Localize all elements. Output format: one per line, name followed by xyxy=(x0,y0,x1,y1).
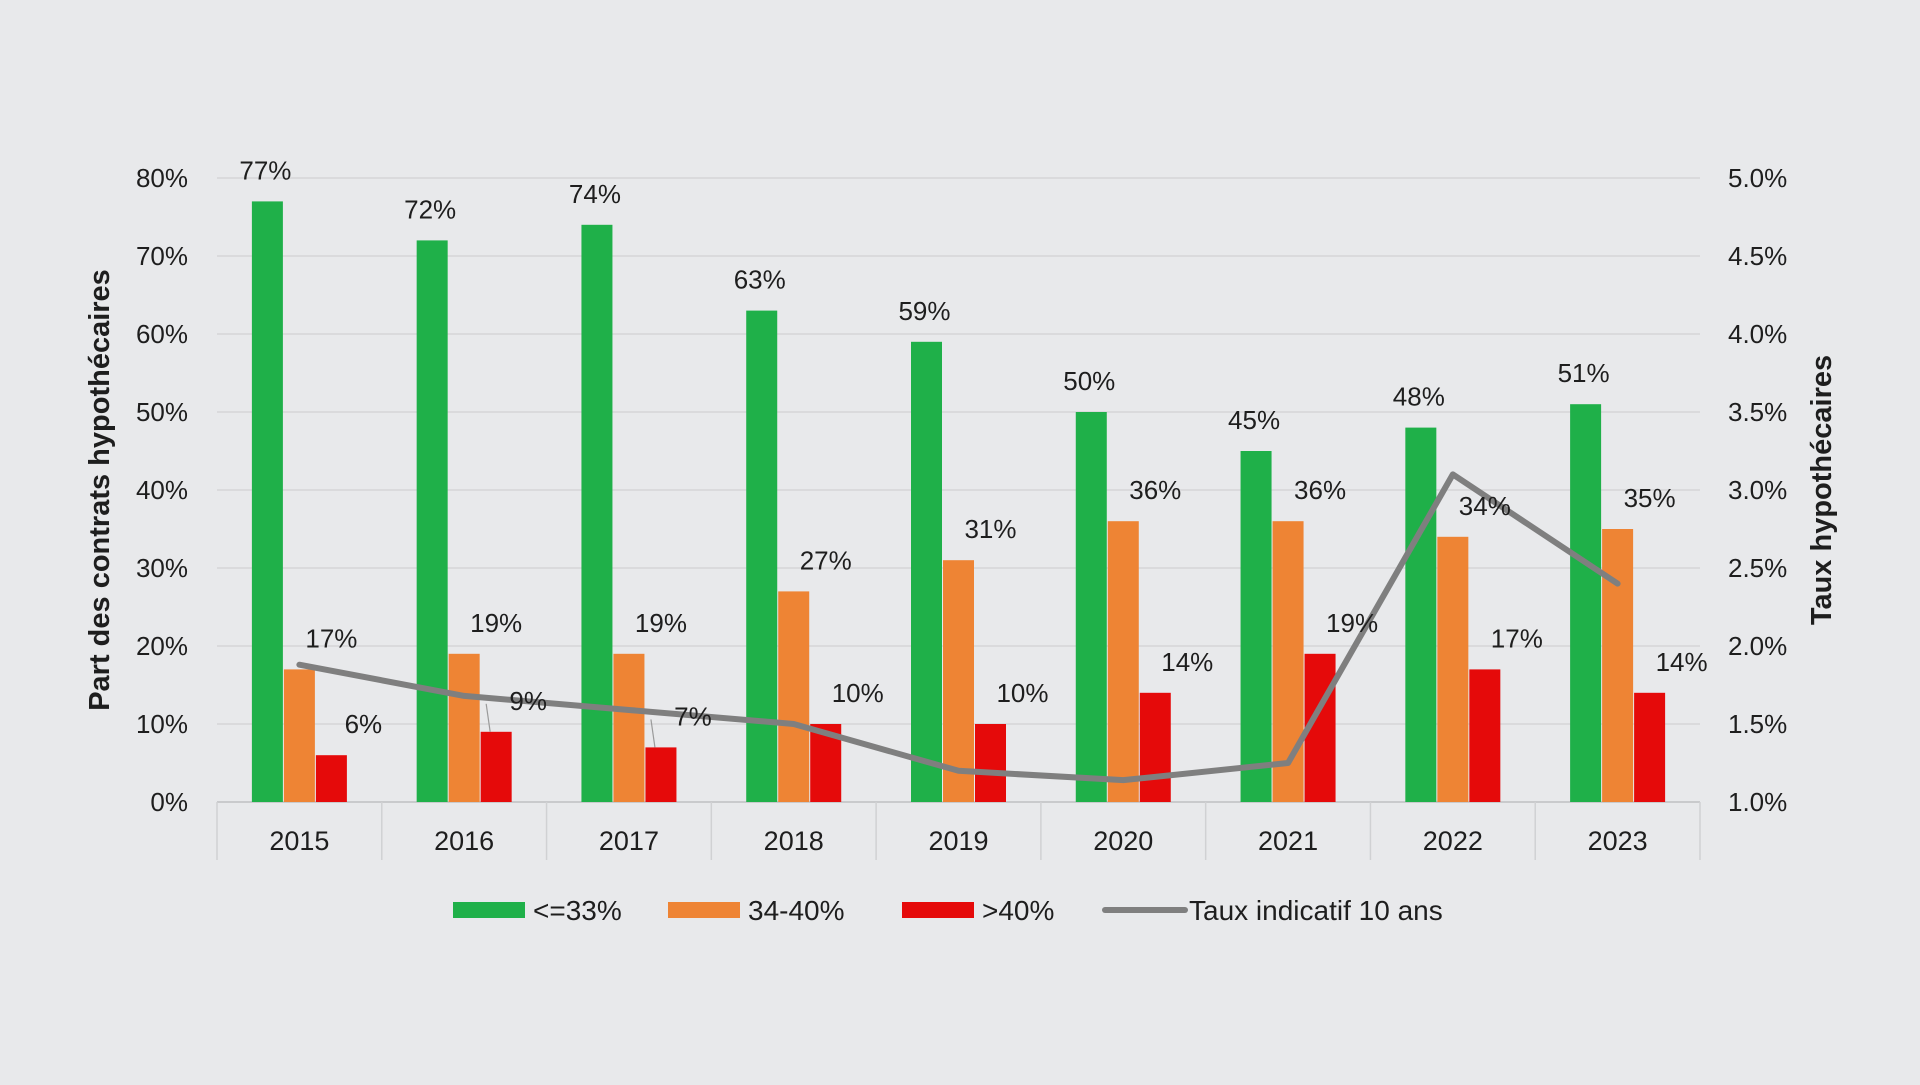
legend-swatch xyxy=(453,902,525,918)
x-tick-label: 2015 xyxy=(269,826,329,856)
bar xyxy=(448,653,480,802)
y-tick-label: 50% xyxy=(136,397,188,427)
data-label: 19% xyxy=(1326,608,1378,638)
data-label: 72% xyxy=(404,194,456,224)
x-tick-label: 2016 xyxy=(434,826,494,856)
legend-label: >40% xyxy=(982,895,1054,926)
data-label: 59% xyxy=(898,296,950,326)
y2-tick-label: 2.0% xyxy=(1728,631,1787,661)
data-label: 34% xyxy=(1459,491,1511,521)
bar xyxy=(315,755,347,802)
x-tick-label: 2021 xyxy=(1258,826,1318,856)
data-label: 35% xyxy=(1624,483,1676,513)
data-labels: 77% 72% 74% 63% 59% 50% 45% 48% 51% 17% 19% 19% 27% 3… xyxy=(239,155,1708,748)
y2-tick-label: 1.5% xyxy=(1728,709,1787,739)
y2-tick-label: 4.0% xyxy=(1728,319,1787,349)
y-axis-title: Part des contrats hypothécaires xyxy=(84,269,116,711)
data-label: 36% xyxy=(1129,475,1181,505)
data-label: 50% xyxy=(1063,366,1115,396)
legend: <=33% 34-40% >40% Taux indicatif 10 ans xyxy=(453,895,1443,926)
x-tick-label: 2022 xyxy=(1423,826,1483,856)
data-label: 14% xyxy=(1161,647,1213,677)
data-label: 17% xyxy=(1491,623,1543,653)
x-tick-label: 2019 xyxy=(928,826,988,856)
bar xyxy=(911,341,942,802)
leader-line xyxy=(485,703,491,732)
y2-tick-label: 3.0% xyxy=(1728,475,1787,505)
y2-axis-title: Taux hypothécaires xyxy=(1806,355,1838,625)
y-tick-label: 20% xyxy=(136,631,188,661)
data-label: 63% xyxy=(734,265,786,295)
data-label: 7% xyxy=(674,701,712,731)
y-tick-label: 0% xyxy=(150,787,188,817)
bar xyxy=(613,653,645,802)
y-tick-label: 80% xyxy=(136,163,188,193)
bar xyxy=(1634,692,1666,802)
legend-label: Taux indicatif 10 ans xyxy=(1189,895,1443,926)
rate-line-group xyxy=(296,471,1621,784)
bar xyxy=(1469,669,1501,802)
legend-swatch xyxy=(902,902,974,918)
bar xyxy=(975,724,1006,802)
axes: 0% 1.0% 10% 1.5% 20% 2.0% 30% 2.5% 40% 3.0% 50% 3.5… xyxy=(84,163,1838,860)
y2-tick-label: 5.0% xyxy=(1728,163,1787,193)
rate-line xyxy=(296,471,1621,784)
data-label: 27% xyxy=(800,545,852,575)
legend-swatch xyxy=(668,902,740,918)
data-label: 10% xyxy=(832,678,884,708)
y2-tick-label: 2.5% xyxy=(1728,553,1787,583)
bar xyxy=(480,731,512,802)
bar xyxy=(581,224,613,803)
data-label: 10% xyxy=(996,678,1048,708)
x-tick-label: 2020 xyxy=(1093,826,1153,856)
data-label: 77% xyxy=(239,155,291,185)
x-tick-label: 2018 xyxy=(764,826,824,856)
bar xyxy=(1570,404,1602,802)
data-label: 17% xyxy=(305,623,357,653)
bar xyxy=(251,201,283,802)
bar xyxy=(778,591,810,802)
legend-label: <=33% xyxy=(533,895,622,926)
data-label: 51% xyxy=(1558,358,1610,388)
bar xyxy=(283,669,315,802)
data-label: 48% xyxy=(1393,382,1445,412)
bar xyxy=(1240,451,1272,802)
y-tick-label: 40% xyxy=(136,475,188,505)
bar xyxy=(416,240,448,802)
data-label: 19% xyxy=(635,608,687,638)
leader-line xyxy=(650,719,656,748)
bar xyxy=(645,747,677,802)
data-label: 19% xyxy=(470,608,522,638)
bar xyxy=(1602,529,1634,802)
bar xyxy=(1075,412,1107,802)
bar xyxy=(1107,521,1139,802)
legend-label: 34-40% xyxy=(748,895,845,926)
bar xyxy=(1272,521,1304,802)
y-tick-label: 60% xyxy=(136,319,188,349)
y2-tick-label: 3.5% xyxy=(1728,397,1787,427)
y-tick-label: 70% xyxy=(136,241,188,271)
data-label: 74% xyxy=(569,179,621,209)
data-label: 36% xyxy=(1294,475,1346,505)
data-label: 6% xyxy=(345,709,383,739)
bar xyxy=(1139,692,1171,802)
bar xyxy=(746,310,778,802)
bar xyxy=(1405,427,1437,802)
y2-tick-label: 1.0% xyxy=(1728,787,1787,817)
bar xyxy=(1437,536,1469,802)
y-tick-label: 30% xyxy=(136,553,188,583)
y-tick-label: 10% xyxy=(136,709,188,739)
x-tick-label: 2023 xyxy=(1588,826,1648,856)
data-label: 14% xyxy=(1656,647,1708,677)
bars xyxy=(251,201,1666,803)
y2-tick-label: 4.5% xyxy=(1728,241,1787,271)
data-label: 31% xyxy=(964,514,1016,544)
data-label: 9% xyxy=(509,686,547,716)
data-label: 45% xyxy=(1228,405,1280,435)
x-tick-label: 2017 xyxy=(599,826,659,856)
bar xyxy=(943,560,974,802)
